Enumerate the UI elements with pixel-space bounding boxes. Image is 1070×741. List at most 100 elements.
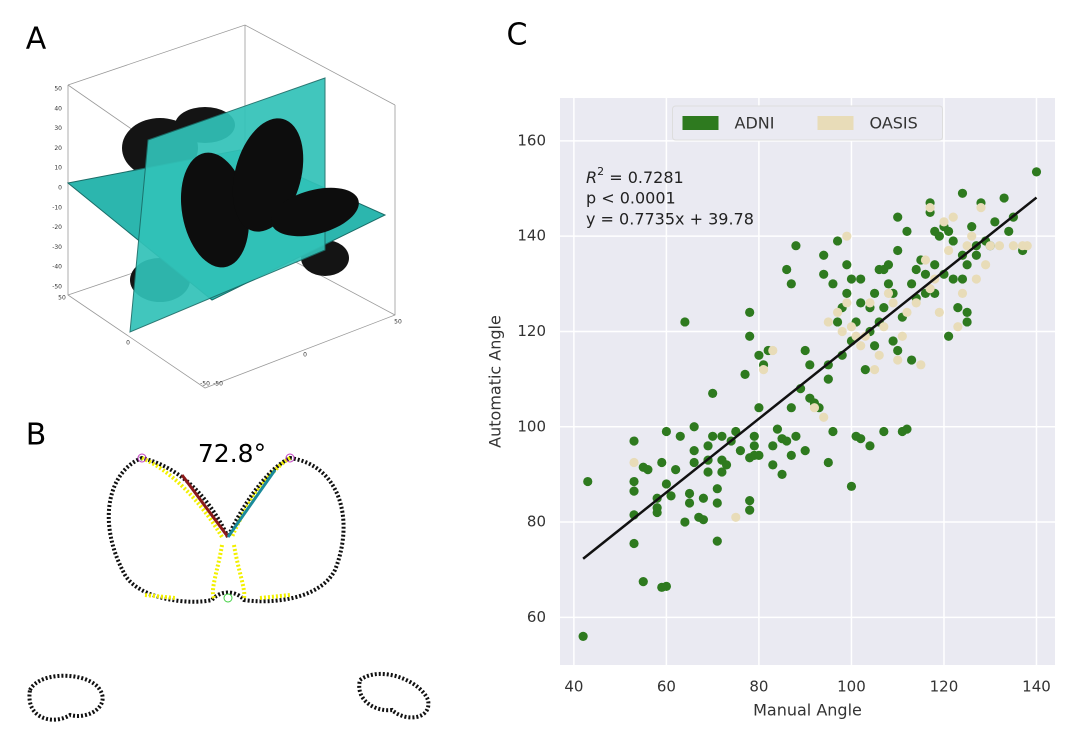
- point: [819, 412, 829, 422]
- point: [832, 317, 843, 327]
- point: [754, 450, 764, 460]
- point: [689, 422, 699, 432]
- point: [902, 424, 912, 434]
- floor-tick-label: 50: [58, 295, 66, 302]
- point: [842, 231, 852, 241]
- point: [786, 403, 796, 413]
- point: [842, 288, 852, 298]
- point: [758, 364, 769, 375]
- point: [768, 441, 778, 451]
- x-tick-label: 80: [749, 678, 768, 696]
- point: [578, 631, 588, 642]
- point: [786, 450, 796, 460]
- point: [893, 245, 903, 256]
- point: [957, 288, 968, 298]
- point: [745, 331, 755, 341]
- point: [657, 457, 667, 468]
- legend-swatch: [817, 116, 854, 130]
- point: [953, 322, 963, 332]
- point: [629, 457, 639, 468]
- point: [897, 331, 907, 341]
- p-annotation: p < 0.0001: [586, 189, 676, 208]
- panel-b-contour: [27, 455, 431, 722]
- point: [916, 360, 926, 370]
- point: [684, 488, 695, 499]
- point: [981, 260, 991, 270]
- point: [962, 260, 972, 270]
- point: [911, 264, 921, 275]
- point: [782, 436, 792, 446]
- point: [712, 536, 722, 546]
- z-tick-label: 20: [54, 145, 62, 152]
- point: [629, 538, 639, 549]
- y-axis-label: Automatic Angle: [486, 315, 505, 448]
- point: [740, 369, 750, 379]
- point: [943, 245, 954, 256]
- floor-tick-label: -50: [213, 381, 223, 388]
- angle-label: 72.8°: [198, 439, 266, 468]
- point: [939, 217, 949, 227]
- point: [883, 260, 894, 270]
- z-tick-label: -40: [52, 264, 62, 271]
- point: [962, 317, 972, 327]
- point: [883, 279, 894, 289]
- point: [920, 269, 931, 279]
- point: [906, 279, 917, 289]
- point: [869, 288, 880, 298]
- point: [893, 345, 903, 356]
- point: [819, 250, 829, 260]
- y-tick-label: 60: [527, 608, 546, 626]
- point: [832, 307, 843, 318]
- point: [888, 298, 898, 308]
- point: [805, 360, 815, 370]
- y-tick-label: 160: [517, 131, 546, 149]
- point: [652, 507, 662, 518]
- point: [1022, 241, 1032, 251]
- point: [994, 241, 1005, 251]
- point: [823, 457, 833, 468]
- point: [990, 217, 1000, 227]
- panel-label: B: [26, 418, 47, 453]
- point: [680, 317, 690, 327]
- x-axis-label: Manual Angle: [753, 701, 862, 720]
- point: [1031, 167, 1042, 177]
- point: [823, 317, 833, 327]
- point: [869, 341, 880, 351]
- point: [703, 441, 713, 451]
- point: [809, 403, 820, 413]
- point: [879, 303, 889, 313]
- scatter-chart: 40 60 80 100 120 140 60 80 100 120 140 160 Manual An…: [486, 98, 1055, 720]
- point: [717, 431, 727, 441]
- point: [768, 460, 778, 470]
- point: [721, 460, 732, 470]
- point: [749, 431, 759, 441]
- floor-tick-label: 50: [394, 319, 402, 326]
- point: [731, 512, 741, 522]
- legend-swatch: [682, 116, 719, 130]
- point: [768, 345, 778, 356]
- y-tick-label: 80: [527, 513, 546, 531]
- point: [583, 476, 593, 487]
- point: [842, 260, 852, 270]
- point: [837, 326, 847, 337]
- point: [777, 469, 787, 480]
- point: [930, 260, 940, 270]
- point: [883, 288, 894, 298]
- floor-tick-label: 0: [126, 340, 130, 347]
- z-tick-label: -20: [52, 224, 62, 231]
- point: [712, 498, 722, 508]
- point: [971, 274, 981, 284]
- point: [745, 505, 755, 515]
- point: [712, 484, 722, 494]
- legend-box: [672, 105, 943, 141]
- y-tick-label: 140: [517, 227, 546, 245]
- point: [661, 581, 672, 591]
- point: [754, 403, 764, 413]
- z-tick-label: -50: [52, 284, 62, 291]
- point: [800, 445, 810, 456]
- point: [846, 274, 857, 284]
- point: [684, 498, 695, 508]
- point: [828, 279, 838, 289]
- point: [856, 274, 866, 284]
